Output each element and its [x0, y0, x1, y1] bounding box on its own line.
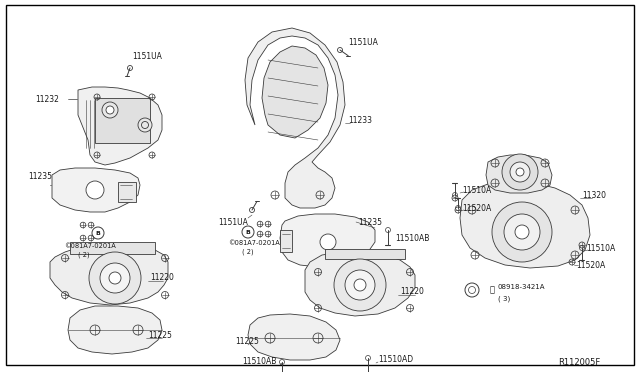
Circle shape — [320, 234, 336, 250]
Circle shape — [345, 270, 375, 300]
Polygon shape — [68, 306, 162, 354]
Text: 11220: 11220 — [150, 273, 174, 282]
Text: B: B — [95, 231, 100, 235]
Text: ( 3): ( 3) — [498, 296, 510, 302]
Circle shape — [242, 226, 254, 238]
Text: 08918-3421A: 08918-3421A — [498, 284, 545, 290]
Bar — [118, 182, 136, 202]
Polygon shape — [52, 168, 140, 212]
Polygon shape — [280, 214, 375, 267]
Circle shape — [334, 259, 386, 311]
Polygon shape — [248, 314, 340, 360]
Circle shape — [92, 227, 104, 239]
Text: ©081A7-0201A: ©081A7-0201A — [64, 243, 116, 249]
Circle shape — [102, 102, 118, 118]
Circle shape — [515, 225, 529, 239]
Polygon shape — [486, 155, 552, 193]
Text: 11225: 11225 — [235, 337, 259, 346]
Text: 11510A: 11510A — [586, 244, 615, 253]
Bar — [325, 249, 405, 259]
Text: 11520A: 11520A — [576, 260, 605, 269]
Text: 11510AB: 11510AB — [395, 234, 429, 243]
Circle shape — [492, 202, 552, 262]
Circle shape — [516, 168, 524, 176]
Text: 1151UA: 1151UA — [218, 218, 248, 227]
Text: 11520A: 11520A — [462, 203, 492, 212]
Circle shape — [465, 283, 479, 297]
Text: 11235: 11235 — [358, 218, 382, 227]
Circle shape — [109, 272, 121, 284]
Polygon shape — [460, 182, 590, 268]
Bar — [95, 98, 150, 143]
Text: 11235: 11235 — [28, 172, 52, 181]
Circle shape — [86, 181, 104, 199]
Text: 1151UA: 1151UA — [132, 52, 162, 61]
Text: 11232: 11232 — [35, 95, 59, 104]
Text: ( 2): ( 2) — [78, 251, 90, 257]
Circle shape — [510, 162, 530, 182]
Bar — [70, 242, 155, 254]
Text: 11510AD: 11510AD — [378, 356, 413, 365]
Text: 11510AB: 11510AB — [242, 357, 276, 366]
Text: 11510A: 11510A — [462, 186, 492, 195]
Text: 11225: 11225 — [148, 330, 172, 340]
Text: ( 2): ( 2) — [242, 248, 253, 254]
Polygon shape — [262, 46, 328, 138]
Circle shape — [504, 214, 540, 250]
Text: Ⓝ: Ⓝ — [490, 285, 495, 295]
Text: 11320: 11320 — [582, 190, 606, 199]
Text: ©081A7-0201A: ©081A7-0201A — [228, 240, 280, 246]
Circle shape — [354, 279, 366, 291]
Polygon shape — [50, 245, 168, 305]
Circle shape — [502, 154, 538, 190]
Polygon shape — [245, 28, 345, 208]
Circle shape — [138, 118, 152, 132]
Text: 11220: 11220 — [400, 288, 424, 296]
Text: R112005F: R112005F — [558, 358, 600, 367]
Circle shape — [100, 263, 130, 293]
Text: 1151UA: 1151UA — [348, 38, 378, 47]
Polygon shape — [78, 87, 162, 165]
Bar — [280, 230, 292, 252]
Circle shape — [106, 106, 114, 114]
Text: 11233: 11233 — [348, 115, 372, 125]
Text: B: B — [246, 230, 250, 234]
Circle shape — [89, 252, 141, 304]
Polygon shape — [305, 252, 415, 316]
